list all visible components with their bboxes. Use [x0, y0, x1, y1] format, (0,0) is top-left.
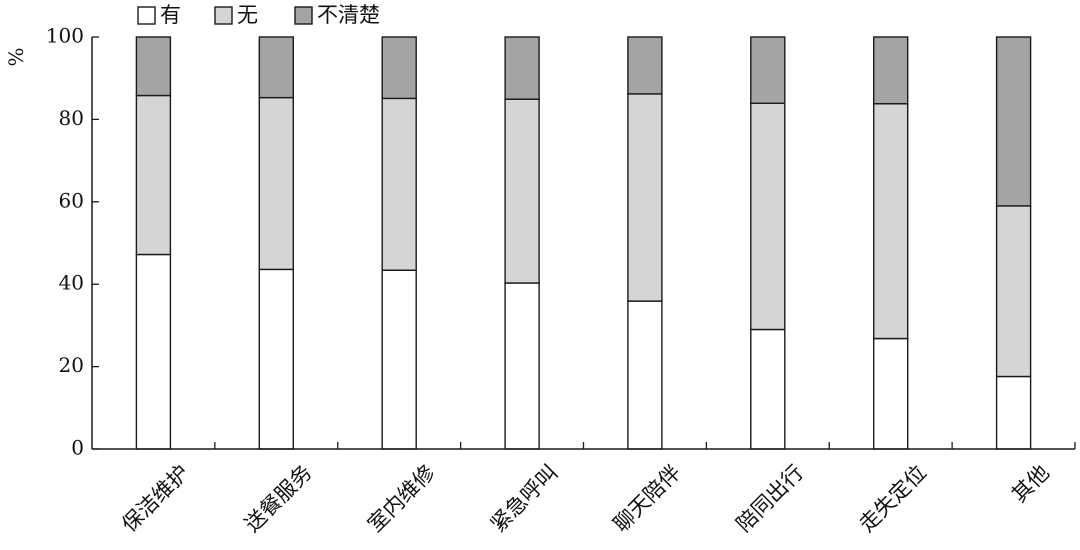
bar-segment-3-cat-5: [627, 36, 663, 95]
bar-segment-3-cat-4: [504, 36, 540, 100]
bar-segment-2-cat-6: [750, 102, 786, 331]
bar-segment-2-cat-4: [504, 98, 540, 284]
bar-segment-1-cat-1: [135, 253, 172, 450]
bar-segment-3-cat-8: [995, 36, 1032, 207]
bar-segment-1-cat-8: [995, 375, 1032, 450]
legend-label: 不清楚: [317, 3, 380, 27]
x-category-label: 陪同出行: [732, 460, 808, 536]
x-category-label: 室内维修: [363, 460, 439, 536]
x-axis-category-labels: 保洁维护 送餐服务 室内维修 紧急呼叫 聊天陪伴 陪同出行 走失定位 其他: [117, 460, 1053, 536]
legend-swatch: [214, 6, 233, 25]
x-category-label: 其他: [1007, 460, 1054, 507]
bar-segment-3-cat-2: [258, 36, 294, 99]
y-axis-ticks: 0 20 40 60 80 100: [46, 24, 99, 460]
y-tick-label: 40: [59, 271, 84, 295]
y-axis-unit-label: %: [4, 47, 28, 66]
legend-label: 有: [160, 3, 181, 27]
y-tick-label: 60: [59, 188, 84, 212]
x-category-label: 保洁维护: [117, 460, 193, 536]
bar-segment-3-cat-6: [750, 36, 786, 105]
x-category-label: 聊天陪伴: [609, 460, 685, 536]
bar-segment-2-cat-3: [381, 97, 417, 271]
legend-label: 无: [237, 3, 258, 27]
x-category-label: 紧急呼叫: [486, 460, 562, 536]
legend-swatch: [294, 6, 313, 25]
bar-segment-3-cat-7: [873, 36, 909, 105]
bar-segment-3-cat-3: [381, 36, 417, 100]
bar-segment-2-cat-5: [627, 93, 663, 302]
bar-segment-3-cat-1: [135, 36, 172, 97]
bar-segment-1-cat-4: [504, 282, 540, 450]
x-category-label: 送餐服务: [240, 460, 316, 536]
bars: [135, 36, 1032, 450]
y-tick-label: 20: [59, 353, 84, 377]
bar-segment-2-cat-1: [135, 94, 172, 256]
axes: [91, 37, 1076, 450]
bar-segment-1-cat-5: [627, 300, 663, 450]
y-tick-label: 80: [59, 106, 84, 130]
legend: 有 无 不清楚: [137, 3, 380, 27]
x-category-label: 走失定位: [855, 460, 931, 536]
legend-swatch: [137, 6, 156, 25]
bar-segment-1-cat-7: [873, 337, 909, 450]
bar-segment-2-cat-8: [995, 205, 1032, 378]
y-tick-label: 100: [46, 24, 84, 48]
bar-segment-1-cat-6: [750, 328, 786, 450]
bar-segment-1-cat-2: [258, 268, 294, 450]
bar-segment-1-cat-3: [381, 269, 417, 450]
bar-segment-2-cat-2: [258, 96, 294, 271]
y-tick-label: 0: [71, 436, 84, 460]
bar-segment-2-cat-7: [873, 102, 909, 340]
